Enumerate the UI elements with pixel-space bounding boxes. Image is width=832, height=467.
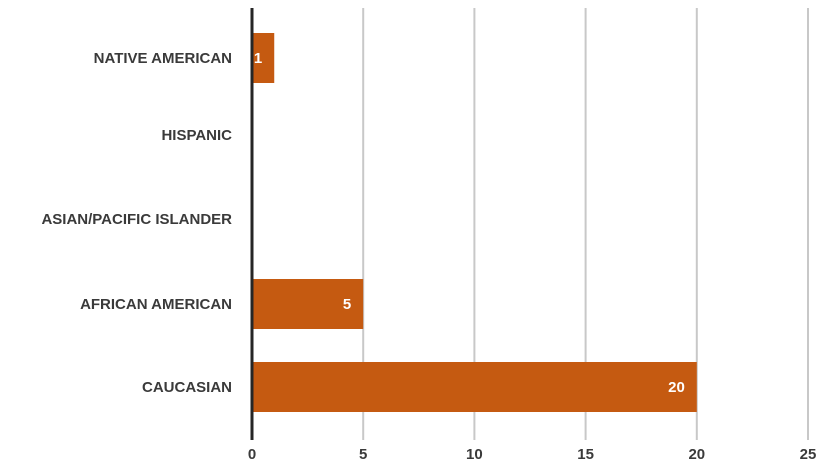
category-label-hispanic: HISPANIC [161, 127, 232, 144]
category-label-asian-pacific-islander: ASIAN/PACIFIC ISLANDER [41, 211, 232, 228]
bars [252, 33, 697, 412]
category-label-native-american: NATIVE AMERICAN [94, 50, 232, 67]
data-label-native-american: 1 [254, 50, 262, 67]
category-label-african-american: AFRICAN AMERICAN [80, 296, 232, 313]
x-tick-label-20: 20 [688, 446, 705, 463]
x-tick-label-0: 0 [248, 446, 256, 463]
x-tick-label-5: 5 [359, 446, 367, 463]
bar-african-american [252, 279, 364, 329]
x-tick-labels: 0 5 10 15 20 25 [248, 446, 817, 463]
bar-native-american [252, 33, 275, 83]
bar-caucasian [252, 362, 697, 412]
data-label-caucasian: 20 [668, 379, 685, 396]
x-tick-label-25: 25 [800, 446, 817, 463]
x-tick-label-15: 15 [577, 446, 594, 463]
category-labels: NATIVE AMERICAN HISPANIC ASIAN/PACIFIC ISL… [41, 50, 232, 396]
x-tick-label-10: 10 [466, 446, 483, 463]
category-label-caucasian: CAUCASIAN [142, 379, 232, 396]
data-label-african-american: 5 [343, 296, 351, 313]
